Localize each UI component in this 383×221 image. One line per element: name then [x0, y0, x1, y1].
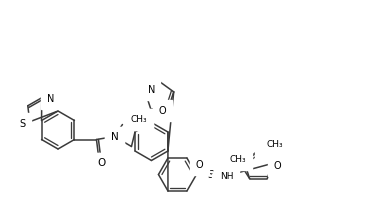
Text: N: N: [261, 145, 268, 154]
Text: O: O: [218, 179, 225, 189]
Text: S: S: [20, 119, 26, 129]
Text: O: O: [97, 158, 106, 168]
Text: O: O: [97, 158, 106, 168]
Text: NH: NH: [220, 172, 233, 181]
Text: O: O: [159, 106, 166, 116]
Text: O: O: [274, 161, 282, 171]
Text: CH₃: CH₃: [229, 155, 246, 164]
Text: CH₃: CH₃: [266, 140, 283, 149]
Text: N: N: [111, 133, 118, 143]
Text: N: N: [111, 133, 118, 143]
Text: N: N: [47, 94, 54, 104]
Text: S: S: [207, 170, 214, 179]
Text: CH₃: CH₃: [131, 115, 147, 124]
Text: CH₃: CH₃: [131, 115, 147, 124]
Text: N: N: [147, 85, 155, 95]
Text: O: O: [196, 160, 203, 170]
